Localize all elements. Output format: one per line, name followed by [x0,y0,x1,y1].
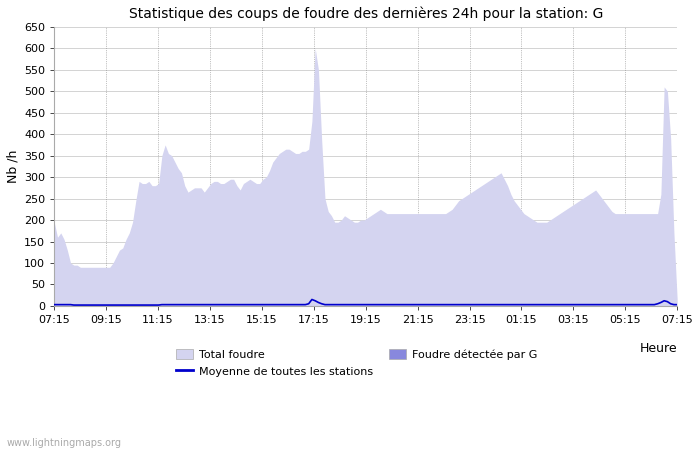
Title: Statistique des coups de foudre des dernières 24h pour la station: G: Statistique des coups de foudre des dern… [129,7,603,22]
Y-axis label: Nb /h: Nb /h [7,150,20,183]
Text: www.lightningmaps.org: www.lightningmaps.org [7,438,122,448]
Legend: Total foudre, Moyenne de toutes les stations, Foudre détectée par G: Total foudre, Moyenne de toutes les stat… [172,345,541,381]
Text: Heure: Heure [640,342,677,355]
